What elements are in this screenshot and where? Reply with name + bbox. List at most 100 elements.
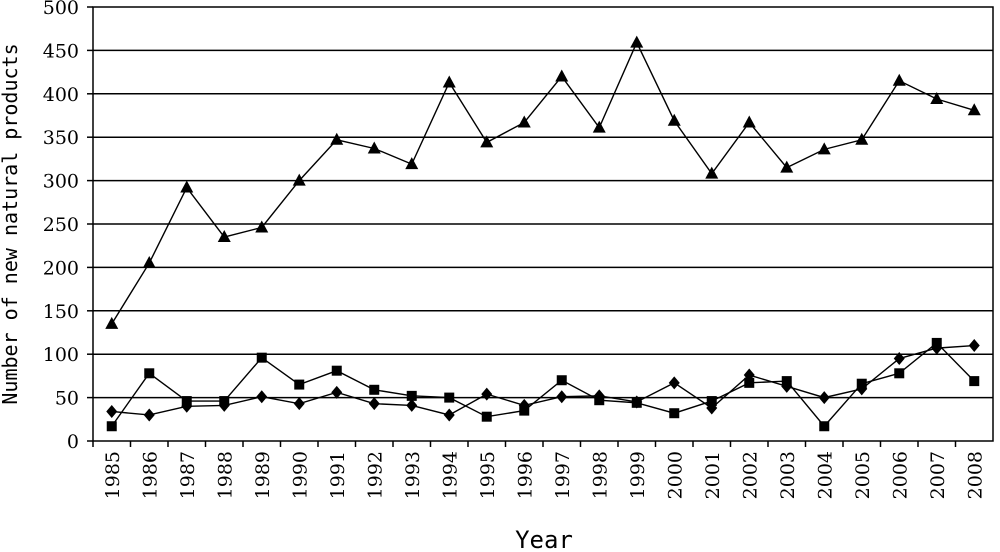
data-point-diamond bbox=[743, 368, 755, 382]
data-point-diamond bbox=[518, 398, 530, 412]
x-tick-label: 1995 bbox=[477, 451, 499, 499]
x-tick-label: 1996 bbox=[514, 451, 536, 499]
data-point-square bbox=[406, 390, 417, 401]
data-point-triangle bbox=[255, 220, 269, 233]
data-point-triangle bbox=[405, 157, 419, 170]
data-point-triangle bbox=[555, 69, 569, 82]
y-tick-label: 250 bbox=[43, 214, 79, 236]
data-point-triangle bbox=[180, 180, 194, 193]
data-point-square bbox=[819, 421, 830, 432]
data-point-diamond bbox=[706, 401, 718, 415]
data-point-triangle bbox=[442, 75, 456, 88]
x-tick-label: 2003 bbox=[777, 451, 799, 499]
x-tick-label: 1994 bbox=[439, 451, 461, 499]
x-tick-label: 1987 bbox=[177, 451, 199, 499]
data-point-triangle bbox=[817, 142, 831, 155]
y-tick-label: 150 bbox=[43, 301, 79, 323]
data-point-triangle bbox=[855, 132, 869, 145]
y-tick-labels: 0 50 100 150 200 250 300 350 400 450 500 bbox=[43, 0, 79, 453]
x-tick-label: 2006 bbox=[889, 451, 911, 499]
data-point-triangle bbox=[142, 256, 156, 269]
gridlines bbox=[87, 6, 993, 447]
data-point-square bbox=[369, 384, 380, 395]
data-point-square bbox=[706, 396, 717, 407]
data-point-diamond bbox=[143, 408, 155, 422]
y-tick-label: 50 bbox=[55, 388, 79, 410]
series-line-triangle bbox=[111, 40, 975, 325]
y-tick-label: 450 bbox=[43, 40, 79, 62]
data-point-triangle bbox=[630, 35, 644, 48]
x-tick-label: 1992 bbox=[364, 451, 386, 499]
data-point-triangle bbox=[780, 160, 794, 173]
data-point-diamond bbox=[106, 404, 118, 418]
data-point-diamond bbox=[256, 390, 268, 404]
x-tick-label: 1993 bbox=[402, 451, 424, 499]
series-line-square bbox=[111, 341, 975, 428]
data-point-diamond bbox=[181, 399, 193, 413]
y-tick-label: 300 bbox=[43, 171, 79, 193]
data-point-diamond bbox=[818, 391, 830, 405]
data-point-triangle bbox=[517, 115, 531, 128]
data-point-triangle bbox=[667, 113, 681, 126]
y-tick-label: 500 bbox=[43, 0, 79, 19]
data-point-diamond bbox=[968, 339, 980, 353]
data-point-square bbox=[331, 365, 342, 376]
y-tick-label: 400 bbox=[43, 84, 79, 106]
data-point-triangle bbox=[930, 92, 944, 105]
x-tick-label: 2007 bbox=[927, 451, 949, 499]
x-tick-label: 2002 bbox=[739, 451, 761, 499]
data-point-diamond bbox=[368, 397, 380, 411]
data-point-triangle bbox=[742, 115, 756, 128]
data-point-square bbox=[444, 392, 455, 403]
data-point-triangle bbox=[105, 316, 119, 329]
series-line-diamond bbox=[111, 344, 975, 416]
data-point-square bbox=[481, 411, 492, 422]
data-point-diamond bbox=[556, 390, 568, 404]
data-point-diamond bbox=[893, 352, 905, 366]
data-point-diamond bbox=[856, 382, 868, 396]
y-tick-label: 200 bbox=[43, 257, 79, 279]
data-point-square bbox=[556, 375, 567, 386]
y-tick-label: 350 bbox=[43, 127, 79, 149]
x-tick-label: 1990 bbox=[289, 451, 311, 499]
data-point-diamond bbox=[593, 389, 605, 403]
series-group bbox=[105, 35, 981, 432]
data-point-square bbox=[144, 368, 155, 379]
data-point-triangle bbox=[705, 166, 719, 179]
data-point-diamond bbox=[218, 398, 230, 412]
data-point-square bbox=[106, 421, 117, 432]
x-tick-label: 1998 bbox=[589, 451, 611, 499]
x-tick-label: 1989 bbox=[252, 451, 274, 499]
data-point-square bbox=[256, 352, 267, 363]
x-tick-label: 2004 bbox=[814, 451, 836, 499]
x-tick-label: 1986 bbox=[139, 451, 161, 499]
data-point-triangle bbox=[217, 230, 231, 243]
x-tick-label: 2005 bbox=[852, 451, 874, 499]
data-point-square bbox=[294, 379, 305, 390]
data-point-diamond bbox=[443, 408, 455, 422]
data-point-diamond bbox=[331, 385, 343, 399]
x-tick-label: 2008 bbox=[964, 451, 986, 499]
data-point-diamond bbox=[931, 341, 943, 355]
x-tick-label: 1988 bbox=[214, 451, 236, 499]
data-point-triangle bbox=[592, 120, 606, 133]
data-point-square bbox=[969, 376, 980, 387]
y-tick-label: 0 bbox=[67, 431, 79, 453]
x-tick-labels: 1985 1986 1987 1988 1989 1990 1991 1992 1993 1994… bbox=[102, 451, 987, 499]
data-point-diamond bbox=[668, 376, 680, 390]
x-tick-label: 2000 bbox=[664, 451, 686, 499]
data-point-triangle bbox=[292, 173, 306, 186]
data-point-square bbox=[669, 408, 680, 419]
data-point-triangle bbox=[892, 73, 906, 86]
data-point-diamond bbox=[293, 397, 305, 411]
data-point-square bbox=[744, 377, 755, 388]
x-tick-label: 1991 bbox=[327, 451, 349, 499]
data-point-triangle bbox=[967, 103, 981, 116]
x-axis-label: Year bbox=[515, 526, 573, 552]
data-point-square bbox=[894, 368, 905, 379]
x-tick-label: 1999 bbox=[627, 451, 649, 499]
data-point-triangle bbox=[367, 141, 381, 154]
data-point-diamond bbox=[481, 387, 493, 401]
x-tick-label: 1997 bbox=[552, 451, 574, 499]
